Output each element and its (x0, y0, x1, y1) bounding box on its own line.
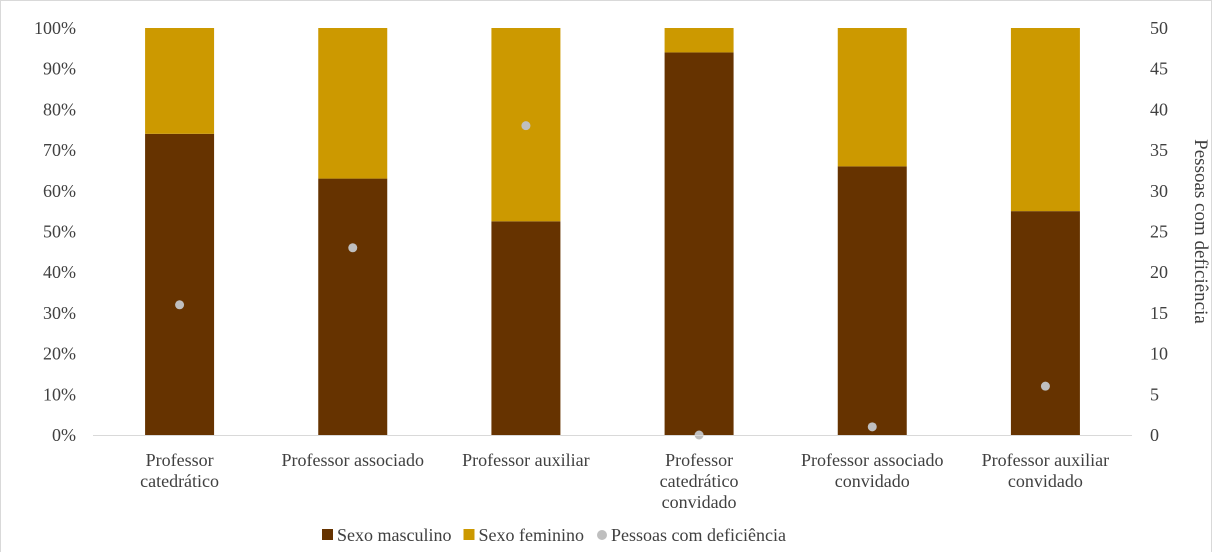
legend-label: Sexo masculino (337, 525, 452, 545)
y-left-tick-label: 30% (43, 303, 76, 323)
legend-swatch-masculino (322, 529, 333, 540)
y-left-tick-label: 40% (43, 262, 76, 282)
x-category-label: Professor (146, 450, 214, 470)
bar-masculino-6 (1011, 211, 1080, 435)
y-left-tick-label: 100% (34, 18, 76, 38)
x-category-label: Professor associado (801, 450, 943, 470)
y-right-axis-title: Pessoas com deficiência (1190, 139, 1211, 324)
point-deficiencia-3 (521, 121, 530, 130)
y-left-tick-label: 90% (43, 59, 76, 79)
legend-marker-deficiencia (597, 530, 607, 540)
x-category-label: convidado (835, 471, 910, 491)
legend-swatch-feminino (464, 529, 475, 540)
bar-masculino-5 (838, 166, 907, 435)
y-right-tick-label: 5 (1150, 384, 1159, 404)
y-right-tick-label: 10 (1150, 344, 1168, 364)
bar-feminino-4 (665, 28, 734, 52)
y-left-tick-label: 70% (43, 140, 76, 160)
x-category-label: Professor associado (282, 450, 424, 470)
point-deficiencia-2 (348, 243, 357, 252)
bar-masculino-3 (491, 221, 560, 435)
y-right-tick-label: 35 (1150, 140, 1168, 160)
point-deficiencia-6 (1041, 382, 1050, 391)
x-category-label: Professor auxiliar (462, 450, 589, 470)
bar-feminino-6 (1011, 28, 1080, 211)
y-right-tick-label: 25 (1150, 222, 1168, 242)
legend-label: Pessoas com deficiência (611, 525, 786, 545)
y-right-tick-label: 30 (1150, 181, 1168, 201)
y-left-tick-label: 60% (43, 181, 76, 201)
y-right-tick-label: 50 (1150, 18, 1168, 38)
x-category-label: convidado (662, 492, 737, 512)
point-deficiencia-5 (868, 422, 877, 431)
y-left-tick-label: 50% (43, 222, 76, 242)
bar-masculino-2 (318, 179, 387, 435)
x-category-label: catedrático (140, 471, 219, 491)
bar-feminino-2 (318, 28, 387, 179)
x-category-label: Professor auxiliar (982, 450, 1109, 470)
bar-masculino-1 (145, 134, 214, 435)
x-category-label: convidado (1008, 471, 1083, 491)
y-left-tick-label: 20% (43, 344, 76, 364)
y-right-tick-label: 15 (1150, 303, 1168, 323)
bar-feminino-1 (145, 28, 214, 134)
point-deficiencia-1 (175, 300, 184, 309)
y-right-tick-label: 40 (1150, 99, 1168, 119)
y-left-tick-label: 10% (43, 384, 76, 404)
bar-masculino-4 (665, 52, 734, 435)
legend-label: Sexo feminino (479, 525, 585, 545)
y-left-tick-label: 80% (43, 99, 76, 119)
bar-feminino-5 (838, 28, 907, 166)
y-left-tick-label: 0% (52, 425, 76, 445)
x-category-label: Professor (665, 450, 733, 470)
y-right-tick-label: 45 (1150, 59, 1168, 79)
x-category-label: catedrático (660, 471, 739, 491)
y-right-tick-label: 0 (1150, 425, 1159, 445)
y-right-tick-label: 20 (1150, 262, 1168, 282)
